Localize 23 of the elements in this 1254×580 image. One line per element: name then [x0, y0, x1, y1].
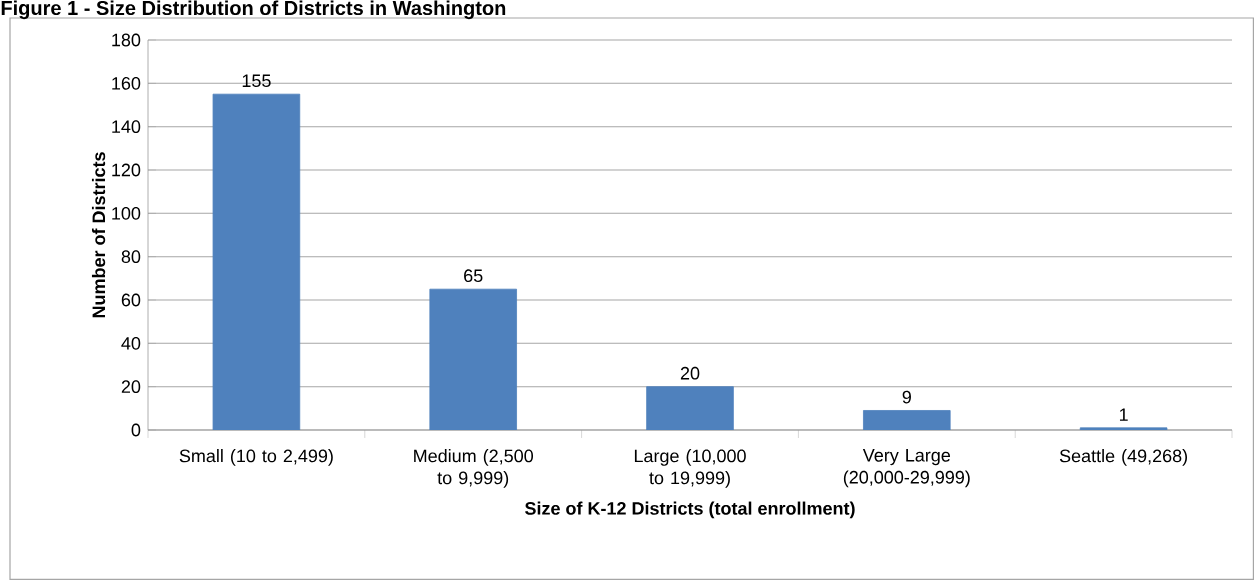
data-label: 20: [680, 366, 700, 380]
x-tick-label: Large (10,000 to 19,999): [634, 449, 746, 488]
x-tick-label: Medium (2,500 to 9,999): [414, 449, 534, 488]
chart-title: Figure 1 - Size Distribution of Districts in Washington: [1, 0, 506, 20]
data-label: 1: [1119, 408, 1128, 421]
y-tick-label: 160: [112, 76, 141, 90]
data-label: 9: [902, 390, 911, 404]
y-tick-label: 20: [121, 380, 141, 394]
data-label: 65: [464, 269, 483, 283]
y-tick-label: 0: [131, 423, 141, 437]
y-tick-label: 80: [121, 250, 141, 264]
y-tick-label: 120: [112, 163, 141, 177]
y-tick-label: 100: [112, 206, 141, 220]
y-tick-label: 140: [112, 120, 141, 134]
y-axis-title: Number of Districts: [91, 152, 106, 318]
x-axis-title: Size of K-12 Districts (total enrollment): [525, 501, 855, 519]
x-tick-label: Small (10 to 2,499): [179, 449, 333, 466]
x-tick-label: Seattle (49,268): [1059, 449, 1188, 466]
y-tick-label: 40: [121, 336, 141, 350]
y-tick-label: 60: [121, 293, 141, 307]
y-tick-label: 180: [112, 33, 141, 47]
x-tick-label: Very Large (20,000-29,999): [843, 449, 970, 488]
data-label: 155: [242, 74, 271, 88]
